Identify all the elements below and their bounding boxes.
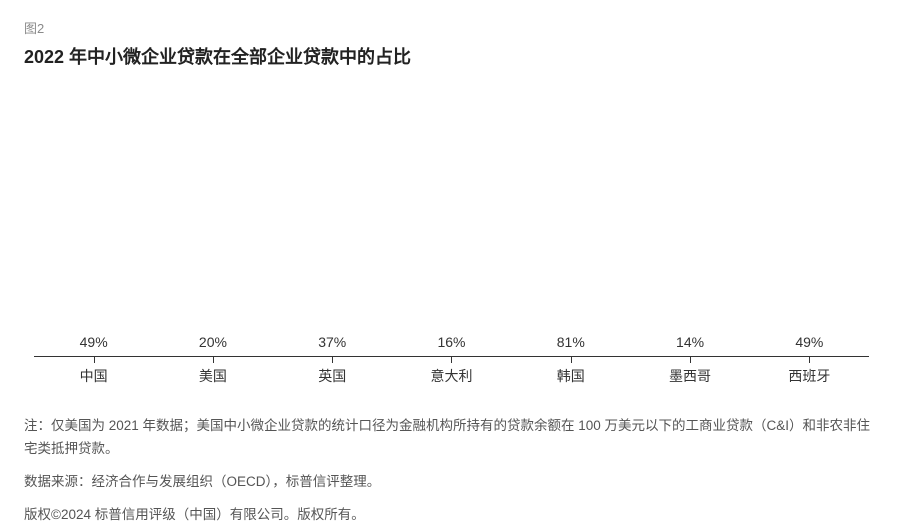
bar-column: 81% — [511, 334, 630, 356]
bar-column: 20% — [153, 334, 272, 356]
bar-value-label: 16% — [437, 334, 465, 350]
bar-column: 49% — [34, 334, 153, 356]
bar-value-label: 49% — [80, 334, 108, 350]
bar-value-label: 81% — [557, 334, 585, 350]
x-tick-label: 美国 — [199, 358, 227, 386]
x-tick: 中国 — [34, 358, 153, 387]
bar-column: 14% — [630, 334, 749, 356]
x-tick-label: 英国 — [318, 358, 346, 386]
x-tick-label: 中国 — [80, 358, 108, 386]
x-tick: 意大利 — [392, 358, 511, 387]
footnote-line: 注：仅美国为 2021 年数据；美国中小微企业贷款的统计口径为金融机构所持有的贷… — [24, 415, 879, 461]
bar-value-label: 14% — [676, 334, 704, 350]
x-tick: 西班牙 — [750, 358, 869, 387]
figure-label: 图2 — [24, 18, 879, 37]
bar-column: 37% — [273, 334, 392, 356]
bar-column: 49% — [750, 334, 869, 356]
bar-chart: 49% 20% 37% 16% 81% 14% 49% 中国 美国 英国 意大利 韩国 墨西哥 西班牙 — [24, 87, 879, 387]
plot-area: 49% 20% 37% 16% 81% 14% 49% — [34, 93, 869, 357]
x-axis: 中国 美国 英国 意大利 韩国 墨西哥 西班牙 — [34, 358, 869, 387]
bar-value-label: 37% — [318, 334, 346, 350]
x-tick: 墨西哥 — [630, 358, 749, 387]
footnotes: 注：仅美国为 2021 年数据；美国中小微企业贷款的统计口径为金融机构所持有的贷… — [24, 415, 879, 527]
chart-title: 2022 年中小微企业贷款在全部企业贷款中的占比 — [24, 43, 879, 69]
bar-value-label: 20% — [199, 334, 227, 350]
bar-column: 16% — [392, 334, 511, 356]
x-tick: 韩国 — [511, 358, 630, 387]
x-tick: 美国 — [153, 358, 272, 387]
footnote-line: 版权©2024 标普信用评级（中国）有限公司。版权所有。 — [24, 504, 879, 527]
x-tick-label: 韩国 — [557, 358, 585, 386]
x-tick-label: 墨西哥 — [669, 358, 711, 386]
bar-value-label: 49% — [795, 334, 823, 350]
footnote-line: 数据来源：经济合作与发展组织（OECD），标普信评整理。 — [24, 471, 879, 494]
x-tick-label: 意大利 — [430, 358, 472, 386]
x-tick: 英国 — [273, 358, 392, 387]
x-tick-label: 西班牙 — [788, 358, 830, 386]
